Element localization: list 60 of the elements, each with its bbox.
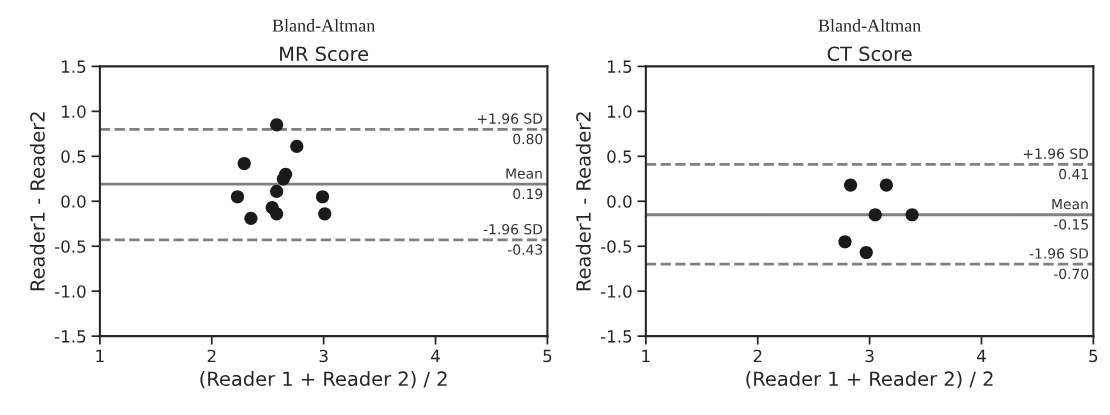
point [290,139,304,154]
ref-line-label: +1.96 SD [1023,148,1089,159]
chart-subtitle: CT Score [827,46,912,62]
y-tick-label: 0.5 [607,150,632,163]
annotation: -0.15 [1053,219,1088,230]
y-tick-label: 1.5 [607,60,632,73]
x-tick-label: 3 [319,349,328,363]
point [905,208,919,222]
annotation: 0.19 [513,188,543,200]
x-tick-label: 5 [543,349,552,363]
y-tick-label: -0.5 [55,240,86,253]
point [244,211,258,225]
y-tick-label: 0.0 [607,195,632,208]
x-tick-label: 3 [865,349,874,363]
x-tick-label: 4 [431,349,440,363]
y-axis-title: Reader1 - Reader2 [29,112,45,291]
y-tick-label: 1.0 [62,105,86,118]
y-axis-title: Reader1 - Reader2 [575,112,591,291]
y-tick-label: -1.5 [55,330,86,343]
x-tick-label: 5 [1089,349,1098,363]
chart-title: Bland-Altman [272,19,376,32]
y-tick-label: -1.0 [600,285,632,298]
y-tick-label: -1.0 [55,285,86,298]
y-tick-label: 0.5 [61,150,86,163]
annotation: -0.70 [1053,268,1089,280]
x-axis-title: (Reader 1 + Reader 2) / 2 [746,371,993,389]
x-tick-label: 1 [642,349,650,363]
point [315,190,330,204]
ref-line-label: -1.96 SD [483,223,543,235]
point [868,208,882,222]
ref-line-label: +1.96 SD [477,113,543,124]
point [230,190,245,204]
chart-subtitle: MR Score [280,46,369,62]
chart-title: Bland-Altman [818,19,921,32]
annotation: 0.80 [513,133,543,145]
x-axis-title: (Reader 1 + Reader 2) / 2 [200,371,447,389]
point [318,207,332,221]
x-tick-label: 4 [976,349,986,363]
x-tick-label: 2 [207,349,216,363]
point [276,172,290,186]
x-tick-label: 1 [96,349,104,363]
ref-line-label: -1.96 SD [1029,248,1089,259]
annotation: 0.41 [1059,168,1088,180]
point [879,178,893,192]
point [838,235,852,249]
y-tick-label: 1.5 [62,60,86,73]
point [270,118,284,132]
point [843,178,858,192]
point [270,207,284,221]
point [237,156,251,171]
point [270,184,284,198]
point [859,245,873,260]
y-tick-label: 0.0 [61,195,86,208]
y-tick-label: 1.0 [607,105,632,118]
y-tick-label: -1.5 [600,330,632,343]
x-tick-label: 2 [753,349,762,363]
annotation: -0.43 [507,244,543,255]
y-tick-label: -0.5 [600,240,632,253]
ref-line-label: Mean [506,168,542,179]
ref-line-label: Mean [1052,198,1088,210]
